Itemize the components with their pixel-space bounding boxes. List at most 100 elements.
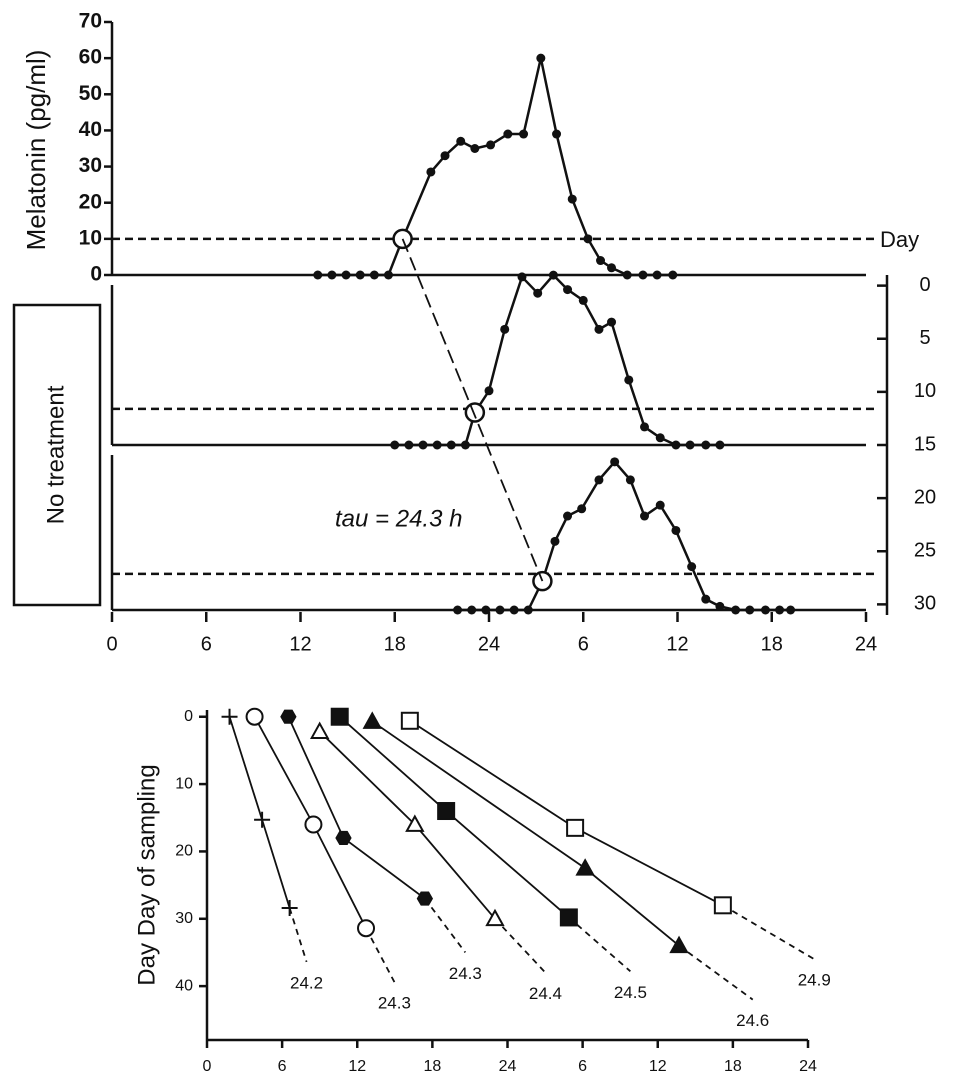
point — [552, 129, 562, 139]
marker — [245, 707, 264, 726]
extrapolation — [678, 944, 754, 1001]
point — [369, 270, 379, 280]
point — [533, 288, 543, 298]
y-tick-label: 20 — [79, 190, 102, 213]
x-tick-label: 0 — [203, 1058, 212, 1075]
point — [685, 440, 695, 450]
period-label: 24.4 — [529, 984, 562, 1003]
marker — [669, 935, 689, 954]
point — [470, 144, 480, 153]
x-tick-label: 12 — [649, 1058, 667, 1075]
point — [731, 605, 741, 615]
point — [577, 504, 587, 514]
point — [622, 270, 632, 280]
marker — [304, 815, 323, 834]
point — [548, 270, 558, 280]
extrapolation — [494, 918, 547, 974]
point — [313, 270, 323, 280]
y-tick-label: 60 — [79, 46, 102, 69]
y-tick-label: 40 — [175, 977, 193, 994]
point — [715, 440, 725, 450]
x-tick-label: 24 — [478, 633, 500, 655]
marker — [566, 818, 585, 837]
y2-tick-label: 15 — [914, 433, 936, 455]
point — [594, 475, 604, 485]
profile-line — [457, 459, 791, 612]
period-label: 24.3 — [378, 994, 411, 1013]
y-tick-label: 20 — [175, 843, 193, 860]
extrapolation — [288, 907, 308, 963]
point — [760, 605, 770, 615]
x-tick-label: 18 — [724, 1058, 742, 1075]
marker — [309, 721, 330, 739]
x-tick-label: 24 — [499, 1058, 517, 1075]
point — [668, 270, 678, 280]
x-tick-label: 12 — [348, 1058, 366, 1075]
point — [550, 536, 560, 546]
period-label: 24.6 — [736, 1011, 769, 1030]
marker — [713, 896, 732, 915]
y2-tick-label: 25 — [914, 540, 936, 562]
y2-tick-label: 10 — [914, 380, 936, 402]
drift-line — [401, 238, 544, 582]
period-label: 24.9 — [798, 971, 831, 990]
marker — [362, 711, 382, 729]
point — [563, 285, 573, 295]
point — [594, 324, 604, 334]
x-tick-label: 6 — [578, 633, 589, 655]
point — [624, 375, 634, 385]
point — [655, 500, 665, 510]
profile-line — [394, 273, 720, 447]
x-tick-label: 12 — [666, 633, 688, 655]
drift-line — [228, 716, 291, 909]
point — [432, 440, 442, 450]
point — [456, 136, 466, 146]
x-tick-label: 0 — [106, 633, 117, 655]
y-tick-label: 30 — [79, 154, 102, 177]
point — [517, 272, 527, 282]
point — [453, 605, 463, 615]
extrapolation — [365, 927, 396, 983]
point — [519, 129, 529, 139]
x-tick-label: 6 — [278, 1058, 287, 1075]
point — [500, 324, 510, 334]
x-tick-label: 18 — [761, 633, 783, 655]
y-tick-label: 10 — [79, 226, 102, 249]
y-tick-label: 40 — [79, 118, 102, 141]
marker — [400, 711, 419, 730]
point — [745, 605, 755, 615]
point — [523, 605, 533, 615]
period-label: 24.5 — [614, 983, 647, 1002]
point — [775, 605, 785, 615]
x-tick-label: 24 — [799, 1058, 817, 1075]
x-tick-label: 6 — [578, 1058, 587, 1075]
marker — [437, 802, 456, 821]
point — [578, 295, 588, 305]
point — [536, 53, 546, 63]
drift-line — [409, 720, 724, 907]
point — [418, 440, 428, 450]
point — [440, 151, 450, 161]
y2-tick-label: 5 — [919, 327, 930, 349]
extrapolation — [424, 898, 467, 953]
point — [701, 594, 711, 604]
point — [327, 270, 337, 280]
point — [640, 422, 650, 432]
x-tick-label: 24 — [855, 633, 877, 655]
marker — [330, 707, 349, 726]
point — [625, 475, 635, 485]
point — [503, 129, 513, 139]
point — [715, 601, 725, 611]
y2-tick-label: 0 — [919, 274, 930, 296]
y-tick-label: 10 — [175, 775, 193, 792]
y2-tick-label: 30 — [914, 593, 936, 615]
tau-annotation: tau = 24.3 h — [335, 505, 462, 532]
y-tick-label: 50 — [79, 82, 102, 105]
marker — [335, 830, 352, 846]
extrapolation — [722, 904, 815, 960]
marker — [280, 709, 297, 724]
x-tick-label: 6 — [201, 633, 212, 655]
x-tick-label: 18 — [423, 1058, 441, 1075]
marker — [559, 908, 578, 927]
point — [687, 562, 697, 572]
